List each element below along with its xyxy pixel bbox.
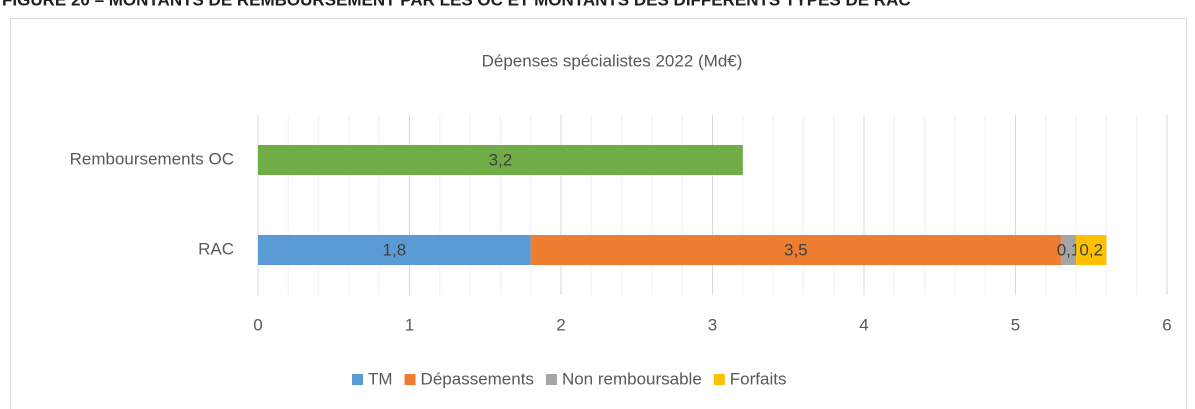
legend-swatch: [713, 374, 725, 385]
legend-label: Forfaits: [730, 369, 787, 388]
x-tick-label: 0: [253, 315, 262, 334]
legend-swatch: [545, 374, 557, 385]
data-label: 3,5: [784, 240, 808, 259]
x-tick-label: 4: [859, 315, 868, 334]
y-tick-label: RAC: [198, 239, 234, 258]
figure-heading: FIGURE 20 – MONTANTS DE REMBOURSEMENT PA…: [2, 0, 911, 9]
x-tick-label: 1: [405, 315, 414, 334]
bar-segment: [1060, 235, 1077, 265]
y-tick-label: Remboursements OC: [70, 149, 234, 168]
x-tick-label: 2: [556, 315, 565, 334]
data-label: 0,2: [1079, 240, 1103, 259]
bar-segment: [1076, 235, 1107, 265]
bar-segment: [258, 235, 531, 265]
legend-label: TM: [368, 369, 393, 388]
x-tick-label: 6: [1162, 315, 1171, 334]
chart-frame: [10, 18, 1187, 409]
data-label: 1,8: [383, 240, 407, 259]
x-tick-label: 5: [1011, 315, 1020, 334]
data-label: 0,1: [1057, 240, 1081, 259]
data-label: 3,2: [489, 150, 513, 169]
bar-segment: [530, 235, 1061, 265]
x-tick-label: 3: [708, 315, 717, 334]
bar-segment: [258, 145, 743, 175]
legend-label: Dépassements: [421, 369, 534, 388]
legend-swatch: [352, 374, 363, 385]
legend-label: Non remboursable: [562, 369, 702, 388]
legend-swatch: [404, 374, 416, 385]
chart-title: Dépenses spécialistes 2022 (Md€): [482, 51, 743, 70]
